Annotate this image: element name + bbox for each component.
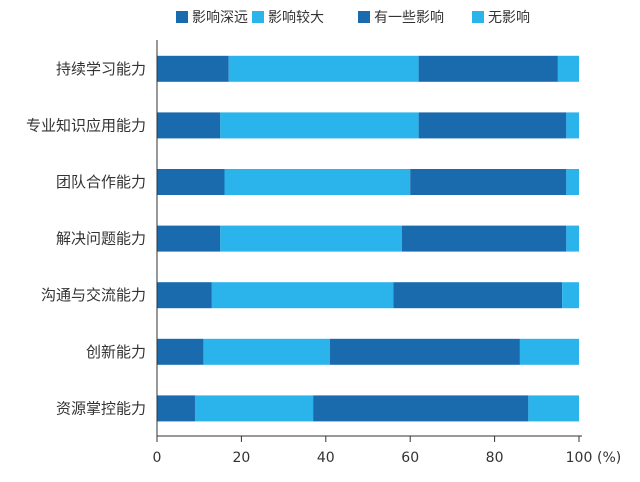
legend: 影响深远 影响较大 有一些影响 无影响 — [176, 10, 530, 26]
bar-segment — [519, 338, 579, 365]
bar-segment — [224, 169, 411, 195]
category-label: 持续学习能力 — [56, 60, 146, 78]
bar-segment — [157, 338, 204, 365]
bar-segment — [157, 225, 221, 252]
legend-swatch — [176, 11, 188, 23]
x-tick-label: 60 — [401, 450, 419, 466]
bar-segment — [410, 169, 567, 195]
legend-label: 影响较大 — [268, 10, 324, 26]
bar-segment — [528, 395, 579, 422]
category-label: 解决问题能力 — [56, 230, 146, 248]
axes — [156, 40, 582, 437]
bar-segment — [330, 338, 520, 365]
category-label: 沟通与交流能力 — [41, 286, 146, 304]
bar-segment — [211, 282, 394, 309]
legend-label: 有一些影响 — [374, 10, 444, 26]
legend-swatch — [252, 11, 264, 23]
category-label: 专业知识应用能力 — [26, 116, 146, 134]
bar-segment — [220, 112, 419, 139]
bar-segment — [157, 112, 221, 139]
x-tick-labels: 0 20 40 60 80 100 — [153, 436, 593, 466]
legend-label: 无影响 — [488, 10, 530, 26]
bar-segment — [566, 112, 579, 139]
category-label: 团队合作能力 — [56, 173, 146, 191]
bar-segment — [566, 225, 579, 252]
category-label: 创新能力 — [86, 343, 146, 361]
bar-segment — [220, 225, 402, 252]
x-tick-label: 0 — [153, 450, 162, 466]
x-tick-label: 100 — [566, 450, 593, 466]
category-label: 资源掌控能力 — [56, 399, 146, 417]
bar-segment — [562, 282, 579, 309]
x-unit-label: (%) — [597, 450, 621, 466]
bar-segment — [203, 338, 331, 365]
category-labels: 持续学习能力专业知识应用能力团队合作能力解决问题能力沟通与交流能力创新能力资源掌… — [26, 60, 146, 418]
legend-swatch — [472, 11, 484, 23]
x-tick-label: 80 — [486, 450, 504, 466]
x-tick-label: 40 — [317, 450, 335, 466]
legend-label: 影响深远 — [192, 10, 248, 26]
bar-segment — [157, 282, 212, 309]
bar-segment — [557, 55, 579, 82]
bar-segment — [418, 112, 567, 139]
bar-segment — [157, 395, 195, 422]
bar-segment — [401, 225, 567, 252]
bar-segment — [566, 169, 579, 195]
legend-swatch — [358, 11, 370, 23]
bars — [157, 55, 579, 422]
bar-segment — [313, 395, 529, 422]
x-tick-label: 20 — [232, 450, 250, 466]
bar-segment — [393, 282, 563, 309]
bar-segment — [194, 395, 314, 422]
bar-segment — [418, 55, 558, 82]
bar-segment — [157, 169, 225, 195]
bar-segment — [228, 55, 419, 82]
bar-segment — [157, 55, 229, 82]
